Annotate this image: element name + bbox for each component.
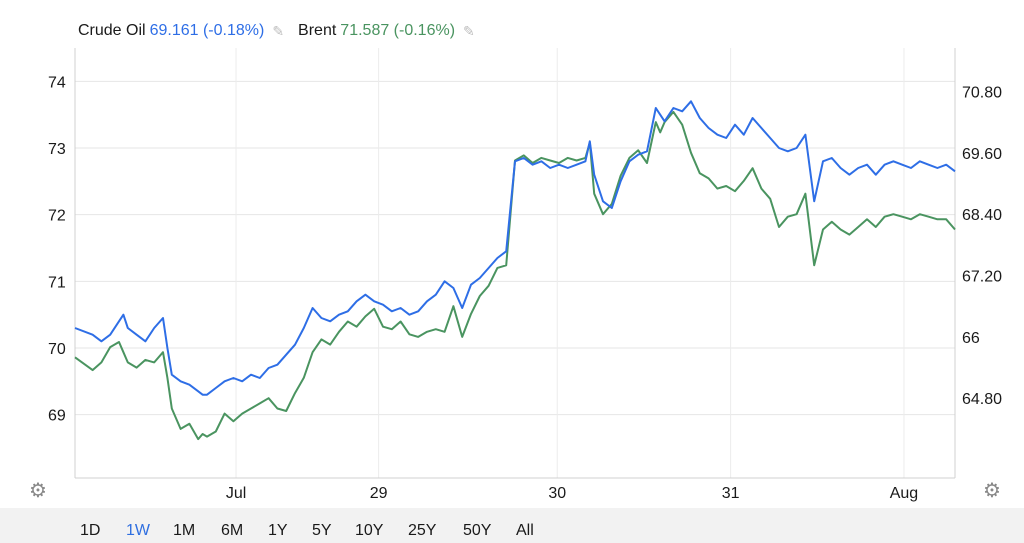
x-axis-tick-label: 31 [722, 485, 740, 502]
range-button-6m[interactable]: 6M [221, 522, 244, 539]
legend-item-brent[interactable]: Brent 71.587 (-0.16%) ✎ [298, 22, 489, 40]
chart-legend: Crude Oil 69.161 (-0.18%) ✎ Brent 71.587… [78, 22, 489, 40]
left-axis-tick-label: 71 [48, 274, 66, 291]
range-button-10y[interactable]: 10Y [355, 522, 384, 539]
left-axis-tick-label: 73 [48, 141, 66, 158]
range-button-1d[interactable]: 1D [80, 522, 101, 539]
range-button-all[interactable]: All [516, 522, 534, 539]
legend-brent-value: 71.587 (-0.16%) [340, 22, 456, 39]
x-axis-tick-label: Jul [226, 485, 246, 502]
range-button-1y[interactable]: 1Y [268, 522, 288, 539]
range-button-25y[interactable]: 25Y [408, 522, 437, 539]
left-axis-tick-label: 74 [48, 74, 66, 91]
right-axis-tick-label: 66 [962, 330, 980, 347]
left-axis-tick-label: 72 [48, 208, 66, 225]
range-button-50y[interactable]: 50Y [463, 522, 492, 539]
right-axis-tick-label: 69.60 [962, 146, 1002, 163]
legend-item-crude-oil[interactable]: Crude Oil 69.161 (-0.18%) ✎ [78, 22, 298, 40]
legend-crude-name: Crude Oil [78, 22, 146, 39]
right-axis-tick-label: 67.20 [962, 269, 1002, 286]
range-button-5y[interactable]: 5Y [312, 522, 332, 539]
gear-icon[interactable]: ⚙ [983, 480, 1001, 502]
left-axis-tick-label: 70 [48, 341, 66, 358]
range-button-1w[interactable]: 1W [126, 522, 150, 539]
right-axis-tick-label: 68.40 [962, 207, 1002, 224]
pencil-icon[interactable]: ✎ [463, 22, 475, 39]
pencil-icon[interactable]: ✎ [272, 22, 285, 39]
range-button-1m[interactable]: 1M [173, 522, 196, 539]
x-axis-tick-label: Aug [890, 485, 918, 502]
legend-brent-name: Brent [298, 22, 337, 39]
legend-crude-value: 69.161 (-0.18%) [149, 22, 265, 39]
x-axis-tick-label: 29 [370, 485, 388, 502]
right-axis-tick-label: 70.80 [962, 84, 1002, 101]
range-selector: 1D 1W 1M 6M 1Y 5Y 10Y 25Y 50Y All [0, 508, 1024, 543]
crude-oil-series-line [74, 100, 956, 396]
left-axis-tick-label: 69 [48, 408, 66, 425]
line-chart[interactable]: 74 73 72 71 70 69 70.80 69.60 68.40 67.20 66 64.80 J… [0, 0, 1024, 508]
gear-icon[interactable]: ⚙ [29, 480, 47, 502]
x-axis-tick-label: 30 [548, 485, 566, 502]
right-axis-tick-label: 64.80 [962, 391, 1002, 408]
